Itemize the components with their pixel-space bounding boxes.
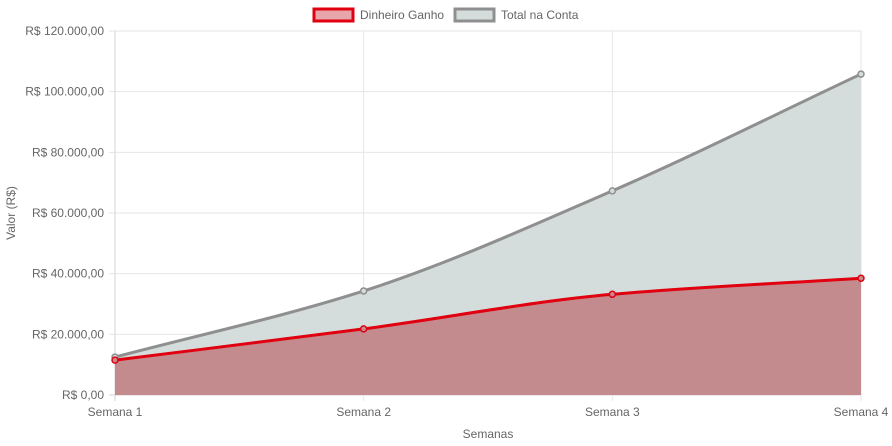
chart-legend: Dinheiro Ganho Total na Conta: [312, 7, 579, 23]
x-tick-label: Semana 3: [585, 405, 640, 419]
y-tick-label: R$ 20.000,00: [32, 327, 104, 341]
y-tick-label: R$ 60.000,00: [32, 206, 104, 220]
data-point-total-na-conta[interactable]: [608, 187, 617, 195]
data-point-total-na-conta[interactable]: [857, 70, 865, 78]
y-tick-label: R$ 100.000,00: [25, 85, 104, 99]
series-line-total-na-conta: [113, 72, 863, 359]
data-point-dinheiro-ganho[interactable]: [359, 325, 368, 333]
legend-label-dinheiro-ganho: Dinheiro Ganho: [360, 8, 444, 22]
y-tick-label: R$ 80.000,00: [32, 145, 104, 159]
x-axis-ticks: Semana 1 Semana 2 Semana 3 Semana 4: [88, 405, 889, 419]
chart-lines: [113, 72, 863, 362]
legend-item-dinheiro-ganho[interactable]: Dinheiro Ganho: [312, 7, 444, 23]
x-axis-title: Semanas: [463, 427, 514, 441]
data-point-dinheiro-ganho[interactable]: [608, 290, 617, 299]
y-axis-ticks: R$ 0,00 R$ 20.000,00 R$ 40.000,00 R$ 60.000…: [25, 24, 104, 402]
data-point-dinheiro-ganho[interactable]: [111, 356, 119, 364]
x-tick-label: Semana 4: [834, 405, 889, 419]
x-tick-label: Semana 2: [336, 405, 391, 419]
legend-swatch-total-na-conta: [453, 7, 496, 23]
series-area-dinheiro-ganho: [115, 278, 861, 395]
data-point-total-na-conta[interactable]: [359, 287, 368, 295]
legend-label-total-na-conta: Total na Conta: [501, 8, 579, 22]
data-point-dinheiro-ganho[interactable]: [857, 274, 865, 282]
y-tick-label: R$ 120.000,00: [25, 24, 104, 38]
y-axis-title: Valor (R$): [4, 186, 18, 240]
legend-item-total-na-conta[interactable]: Total na Conta: [453, 7, 579, 23]
y-tick-label: R$ 0,00: [62, 388, 104, 402]
legend-swatch-dinheiro-ganho: [312, 7, 355, 23]
chart-points: [111, 70, 865, 364]
y-tick-label: R$ 40.000,00: [32, 267, 104, 281]
series-line-dinheiro-ganho: [113, 276, 863, 362]
chart-areas: [115, 74, 861, 395]
x-tick-label: Semana 1: [88, 405, 143, 419]
